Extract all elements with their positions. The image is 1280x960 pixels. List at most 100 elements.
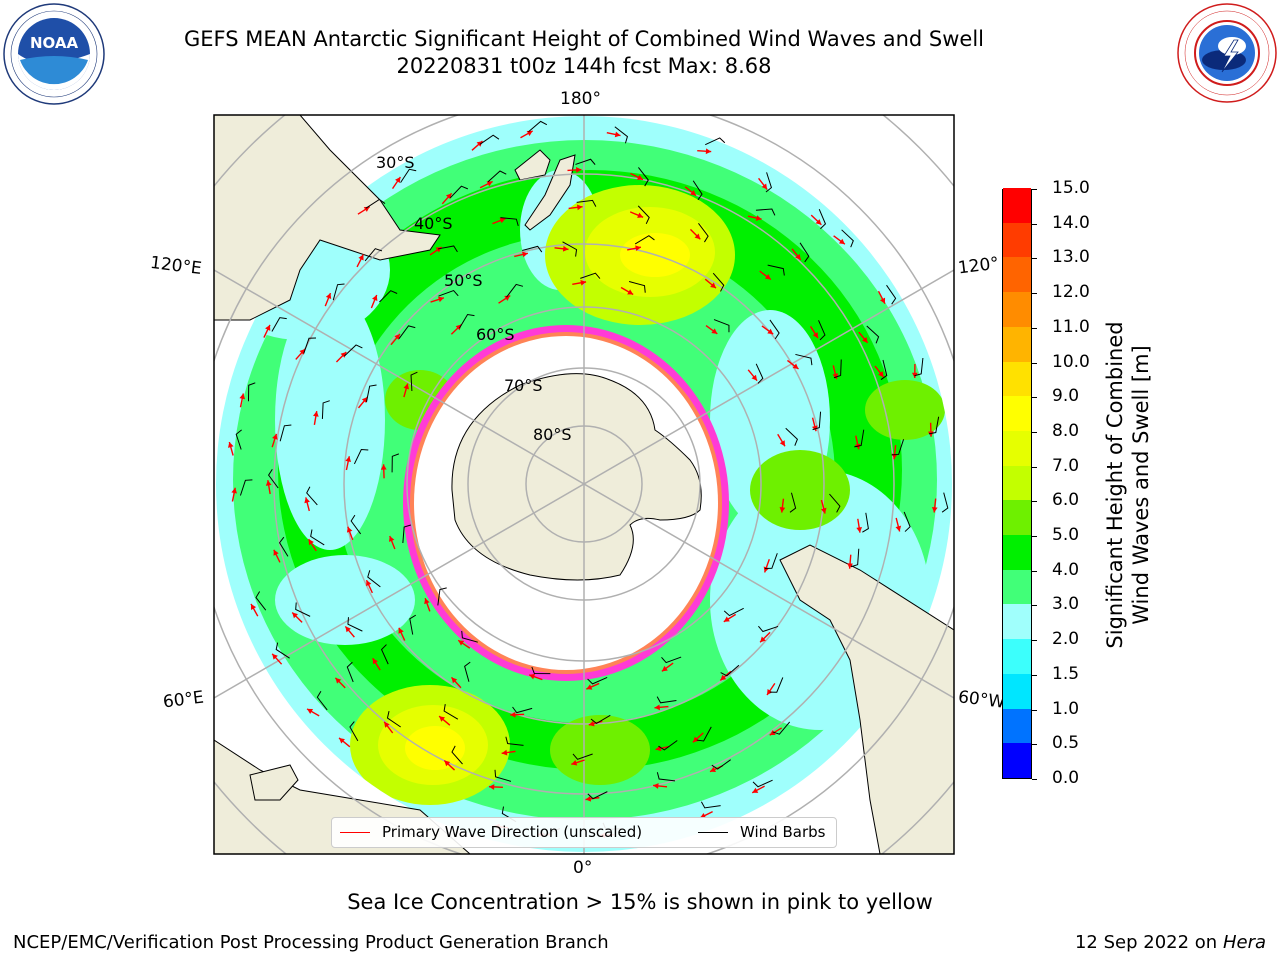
wave-direction-arrowhead [526, 130, 533, 137]
colorbar-tick [1032, 431, 1037, 433]
wind-barb [880, 359, 888, 380]
wave-direction-arrowhead [709, 766, 716, 773]
wind-barbs-legend-label: Wind Barbs [740, 823, 826, 841]
wind-barb [402, 524, 411, 544]
wave-direction-arrowhead [862, 336, 868, 343]
footer-date: 12 Sep 2022 on Hera [1074, 932, 1266, 953]
colorbar-tick-label: 8.0 [1052, 420, 1080, 441]
wave-direction-arrowhead [895, 525, 902, 532]
wind-barb [812, 411, 822, 431]
wind-barb [239, 479, 253, 496]
wind-barb [818, 208, 827, 230]
wind-barb [866, 325, 880, 344]
wave-direction-arrowhead [265, 324, 271, 331]
colorbar-segment [1003, 291, 1031, 327]
colorbar-tick-label: 0.5 [1052, 733, 1080, 754]
wind-barb [829, 493, 841, 513]
lat-label-40s: 40°S [414, 214, 453, 233]
wave-direction-arrowhead [438, 296, 444, 303]
wave-direction-arrowhead [345, 626, 351, 633]
wind-barb [886, 284, 897, 305]
colorbar-tick-label: 1.0 [1052, 698, 1080, 719]
wind-barb [344, 344, 363, 357]
wind-barb [705, 137, 726, 146]
colorbar-tick-label: 15.0 [1052, 178, 1090, 198]
wind-barb [255, 591, 267, 611]
wind-barb [235, 429, 242, 450]
wind-barb [854, 429, 865, 448]
wind-barb [769, 677, 784, 693]
wave-direction-arrowhead [779, 507, 786, 513]
colorbar-tick-label: 6.0 [1052, 490, 1080, 511]
wave-direction-arrowhead [403, 383, 410, 390]
wave-direction-arrowhead [486, 181, 493, 187]
wave-direction-arrowhead [580, 279, 587, 286]
wind-barb [764, 553, 778, 569]
wave-direction-arrowhead [395, 177, 401, 184]
wind-barb [506, 283, 524, 298]
wind-barb [752, 779, 773, 788]
colorbar-segment [1003, 499, 1031, 536]
wind-barb [769, 319, 780, 340]
wave-direction-arrowhead [499, 217, 506, 224]
wave-direction-arrowhead [811, 425, 818, 432]
wave-direction-arrowhead [710, 282, 717, 289]
wave-direction-arrowhead [832, 373, 839, 380]
wind-barb [316, 691, 328, 711]
wave-direction-arrowhead [445, 193, 452, 200]
wind-barb [347, 617, 363, 632]
chart-subtitle: 20220831 t00z 144h fcst Max: 8.68 [396, 54, 772, 78]
wave-direction-arrowhead [424, 598, 430, 605]
wind-barb [346, 661, 354, 683]
noaa-logo: NOAA [3, 3, 105, 105]
wave-direction-arrowhead [792, 363, 799, 369]
wind-barb [698, 223, 709, 243]
wind-barb [696, 726, 712, 742]
colorbar-segment [1003, 742, 1031, 778]
wind-barb [914, 357, 924, 377]
wave-direction-arrowhead [588, 720, 595, 727]
colorbar-tick [1032, 744, 1037, 746]
wave-direction-arrowhead [488, 784, 495, 790]
wind-barb [765, 172, 773, 193]
wind-barb [295, 602, 311, 617]
colorbar-segment [1003, 395, 1031, 431]
wave-direction-arrowhead [705, 148, 712, 155]
wave-direction-arrowhead [878, 371, 884, 378]
wind-barb [723, 607, 744, 617]
colorbar [1002, 187, 1032, 779]
wave-direction-arrowhead [614, 131, 621, 138]
wave-direction-arrowhead [723, 616, 730, 622]
wave-direction-arrowhead [529, 673, 536, 680]
wave-direction-arrowhead [931, 506, 938, 513]
wave-direction-legend-swatch [340, 832, 370, 833]
wave-direction-arrowhead [767, 328, 774, 335]
wind-barb [494, 769, 512, 782]
wave-direction-arrowhead [345, 456, 352, 463]
wind-barb [303, 337, 317, 354]
colorbar-segment [1003, 638, 1031, 674]
colorbar-segment [1003, 326, 1031, 362]
wave-direction-arrowhead [228, 442, 234, 448]
wind-barb [279, 424, 292, 442]
wave-direction-arrowhead [394, 333, 400, 340]
wind-barb [367, 570, 381, 588]
wave-direction-arrowhead [361, 397, 368, 403]
colorbar-segment [1003, 430, 1031, 466]
wave-direction-arrowhead [812, 332, 819, 339]
wave-direction-arrowhead [251, 603, 257, 610]
wind-barb [661, 656, 682, 664]
wave-direction-arrowhead [239, 393, 246, 400]
colorbar-tick-label: 2.0 [1052, 629, 1080, 650]
wind-barb [247, 382, 256, 402]
wind-barb [350, 514, 362, 535]
wind-barb [380, 644, 389, 665]
wave-direction-arrowhead [504, 295, 511, 301]
wind-barb [410, 371, 418, 392]
wind-barb [656, 772, 676, 782]
wind-barb [505, 736, 524, 746]
wave-direction-arrowhead [340, 352, 347, 358]
colorbar-tick [1032, 189, 1037, 190]
wind-barb [353, 448, 369, 465]
